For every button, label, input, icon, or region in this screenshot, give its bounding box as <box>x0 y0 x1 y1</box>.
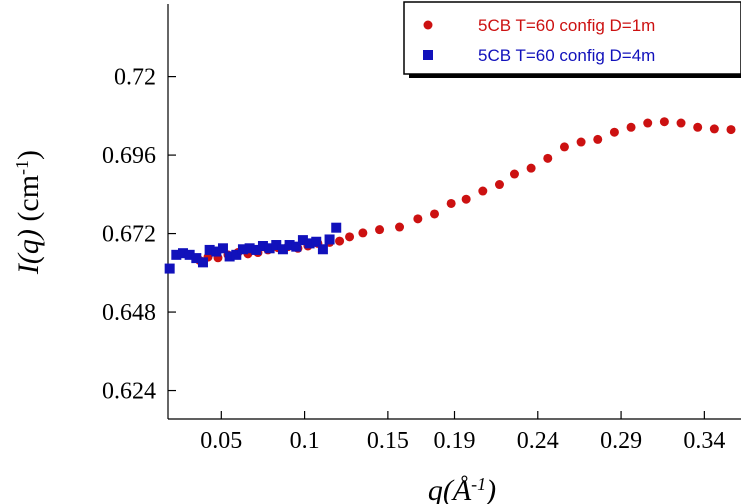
series-d4m <box>164 222 342 274</box>
data-point-square <box>224 251 235 262</box>
data-point-circle <box>395 222 405 232</box>
data-point-circle <box>709 124 719 134</box>
x-tick-label: 0.34 <box>683 428 725 454</box>
data-point-square <box>164 263 175 274</box>
data-point-square <box>311 236 322 247</box>
data-point-circle <box>375 225 385 235</box>
y-tick-label: 0.696 <box>102 143 156 169</box>
data-point-square <box>304 238 315 249</box>
data-point-square <box>271 240 282 251</box>
y-axis-title-close: ) <box>12 150 45 160</box>
x-ticks: 0.05 0.1 0.15 0.19 0.24 0.29 0.34 <box>200 411 725 454</box>
data-point-square <box>324 234 335 245</box>
x-axis-title-close: ) <box>484 474 496 504</box>
data-point-circle <box>593 134 603 144</box>
data-point-square <box>184 249 195 260</box>
data-point-circle <box>335 236 345 246</box>
data-point-circle <box>676 118 686 128</box>
data-point-square <box>291 241 302 252</box>
legend: 5CB T=60 config D=1m 5CB T=60 config D=4… <box>403 1 741 78</box>
data-point-circle <box>430 209 440 219</box>
x-axis-title-exp: -1 <box>471 474 486 494</box>
data-point-square <box>211 246 222 257</box>
legend-box <box>403 1 741 75</box>
y-tick-label: 0.672 <box>102 222 156 248</box>
data-point-square <box>191 253 202 264</box>
y-axis-title-q: I(q) <box>12 229 45 275</box>
x-tick-label: 0.19 <box>434 428 476 454</box>
data-point-square <box>264 243 275 254</box>
y-axis-title-unit: (cm <box>12 175 45 229</box>
data-point-square <box>257 241 268 252</box>
x-tick-label: 0.1 <box>290 428 320 454</box>
data-point-circle <box>693 122 703 132</box>
y-ticks: 0.624 0.648 0.672 0.696 0.72 <box>102 65 176 405</box>
data-point-square <box>284 240 295 251</box>
data-point-circle <box>345 232 355 242</box>
data-point-circle <box>659 117 669 127</box>
data-point-circle <box>626 122 636 132</box>
data-point-circle <box>478 186 488 196</box>
data-point-circle <box>609 127 619 137</box>
data-point-square <box>231 249 242 260</box>
data-point-circle <box>543 153 553 163</box>
data-point-circle <box>358 228 368 238</box>
data-point-square <box>197 257 208 268</box>
data-point-square <box>204 244 215 255</box>
data-point-square <box>277 244 288 255</box>
y-tick-label: 0.624 <box>102 379 156 405</box>
data-point-circle <box>509 169 519 179</box>
data-point-circle <box>413 214 423 224</box>
x-tick-label: 0.05 <box>200 428 242 454</box>
x-axis-title-q: q(Å <box>428 474 472 504</box>
y-axis-title-exp: -1 <box>12 160 32 175</box>
data-point-circle <box>559 142 569 152</box>
data-series <box>164 117 736 274</box>
data-point-circle <box>494 180 504 190</box>
data-point-circle <box>643 118 653 128</box>
legend-label-d4m: 5CB T=60 config D=4m <box>478 46 655 65</box>
data-point-square <box>171 249 182 260</box>
data-point-circle <box>526 163 536 173</box>
y-tick-label: 0.648 <box>102 300 156 326</box>
data-point-square <box>237 244 248 255</box>
data-point-square <box>251 244 262 255</box>
data-point-square <box>217 243 228 254</box>
x-tick-label: 0.15 <box>367 428 409 454</box>
data-point-square <box>331 222 342 233</box>
x-tick-label: 0.24 <box>517 428 559 454</box>
y-tick-label: 0.72 <box>114 65 156 91</box>
data-point-square <box>297 235 308 246</box>
data-point-circle <box>726 125 736 135</box>
legend-label-d1m: 5CB T=60 config D=1m <box>478 16 655 35</box>
x-axis-title: q(Å-1) <box>428 474 496 504</box>
y-axis-title: I(q) (cm-1) <box>12 150 45 275</box>
x-tick-label: 0.29 <box>600 428 642 454</box>
data-point-circle <box>576 137 586 147</box>
data-point-square <box>177 248 188 259</box>
data-point-square <box>317 244 328 255</box>
legend-marker-d4m <box>423 50 433 60</box>
legend-marker-d1m <box>423 20 433 30</box>
data-point-square <box>244 243 255 254</box>
data-point-circle <box>461 194 471 204</box>
data-point-circle <box>446 198 456 208</box>
